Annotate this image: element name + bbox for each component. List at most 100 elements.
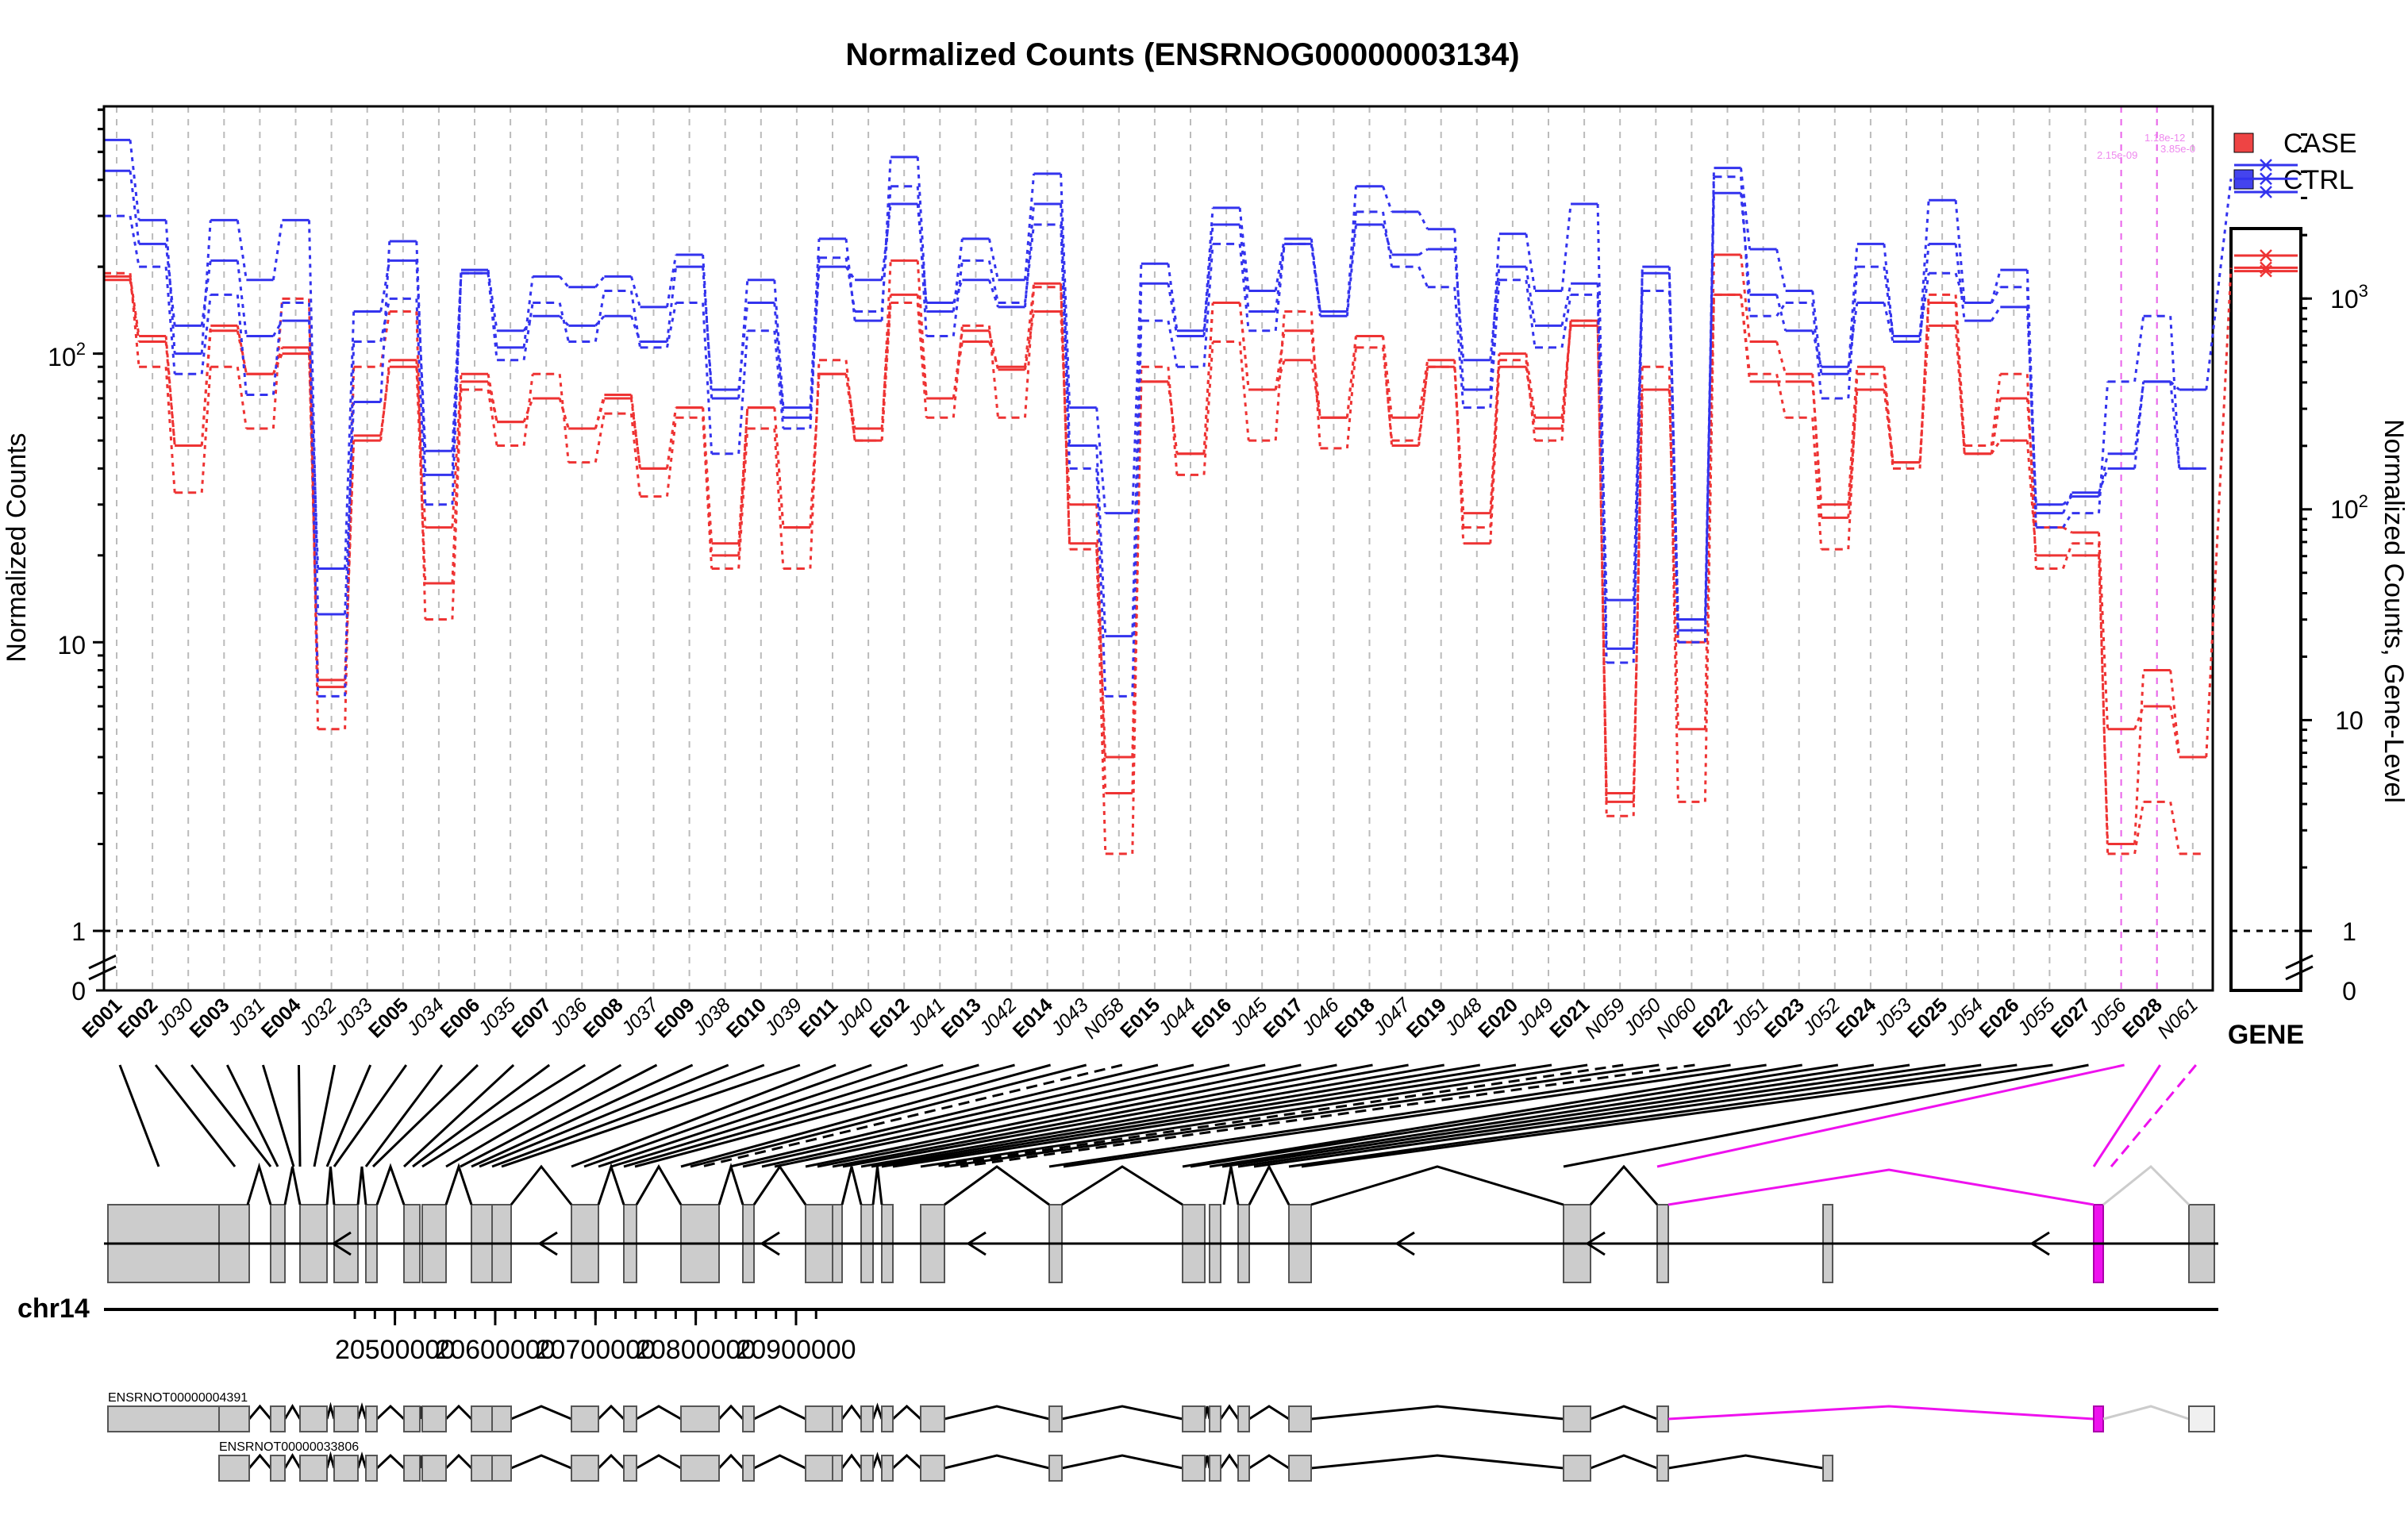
ctrl-connector-e002-s1 (129, 171, 140, 244)
transcript-2-exon-1 (218, 1455, 250, 1482)
transcript-1-intron-2 (248, 1404, 272, 1420)
pvalue-annotation-1: 1.18e-12 (2145, 132, 2185, 144)
gene-link-case (2205, 267, 2233, 758)
ctrl-connector-j047-s3 (1382, 211, 1394, 267)
case-connector-j037-s2 (629, 394, 641, 469)
gene-level-marker-ctrl-s2 (2260, 172, 2272, 186)
connector-e010 (491, 1063, 765, 1168)
connector-j043 (690, 1063, 1087, 1168)
feature-label-e004: E004 (257, 994, 306, 1042)
feature-gridlines (116, 106, 2194, 990)
connector-n061 (2110, 1064, 2197, 1167)
feature-label-j042: J042 (975, 994, 1021, 1040)
ctrl-connector-e020-s3 (1489, 279, 1501, 408)
ctrl-connector-j039-s1 (773, 302, 785, 418)
case-connector-n058-s3 (1095, 549, 1107, 854)
ctrl-connector-j035-s3 (487, 273, 498, 360)
feature-labels: E001E002J030E003J031E004J032J033E005J034… (78, 994, 2202, 1044)
ctrl-connector-e011-s3 (809, 257, 821, 429)
transcript-1-exon-24 (1288, 1405, 1312, 1432)
intron-light (2102, 1164, 2191, 1206)
connector-e012 (598, 1063, 908, 1168)
connector-e005 (333, 1064, 408, 1167)
connector-e007 (412, 1063, 551, 1168)
case-connector-e015-s1 (1131, 381, 1143, 758)
ctrl-connector-j051-s3 (1740, 176, 1752, 317)
transcript-1-intron-14 (753, 1405, 806, 1421)
ctrl-connector-j050-s3 (1632, 290, 1644, 663)
feature-label-e011: E011 (794, 994, 842, 1041)
transcript-1-exon-22 (1209, 1405, 1221, 1432)
connector-j042 (634, 1063, 1015, 1168)
ctrl-connector-e026-s3 (1990, 286, 2002, 304)
ctrl-connector-j054-s1 (1954, 244, 1966, 321)
feature-label-e028: E028 (2118, 994, 2167, 1042)
ctrl-connector-n061-s1 (2169, 380, 2180, 391)
connector-e024 (1209, 1063, 1875, 1168)
connector-e006 (371, 1063, 479, 1168)
y-tick-label-exponent: 2 (76, 339, 86, 359)
transcript-1-exon-1 (107, 1405, 220, 1432)
case-connector-j052-s1 (1811, 381, 1823, 505)
ctrl-connector-j053-s3 (1883, 266, 1894, 336)
feature-label-e014: E014 (1009, 994, 1057, 1042)
transcript-2-intron-1 (248, 1453, 272, 1469)
connector-n060 (960, 1063, 1695, 1168)
ctrl-connector-e026-s1 (1990, 306, 2002, 321)
legend-label-case: CASE (2283, 129, 2357, 159)
connector-j052 (1190, 1063, 1839, 1168)
transcript-2-intron-2 (283, 1453, 302, 1469)
transcript-1-exon-18 (881, 1405, 894, 1432)
connector-j056 (1656, 1063, 2125, 1168)
transcript-1-intron-3 (283, 1404, 302, 1420)
ctrl-connector-e020-s1 (1489, 266, 1501, 360)
case-connector-e021-s3 (1560, 321, 1572, 441)
legend: CASE CTRL (2233, 129, 2357, 195)
ctrl-connector-e017-s2 (1274, 238, 1286, 291)
case-connector-j048-s3 (1453, 367, 1465, 528)
feature-label-j033: J033 (330, 994, 377, 1040)
strand-arrow-e (1394, 1231, 1415, 1256)
case-connector-e002-s1 (129, 279, 140, 342)
case-connector-e014-s3 (1024, 286, 1036, 418)
ctrl-connector-n058-s2 (1095, 407, 1107, 513)
y-tick-label-3: 102 (48, 339, 86, 371)
chart-title: Normalized Counts (ENSRNOG00000003134) (845, 37, 1519, 72)
case-connector-e010-s2 (737, 407, 749, 556)
feature-label-e018: E018 (1331, 994, 1379, 1042)
case-connector-e010-s3 (737, 428, 749, 569)
feature-label-j049: J049 (1511, 994, 1558, 1040)
intron-5 (375, 1163, 406, 1205)
ctrl-connector-e026-s2 (1990, 269, 2002, 303)
case-connector-e023-s2 (1775, 341, 1787, 375)
case-connector-e024-s3 (1847, 374, 1859, 550)
transcript-1-exon-13 (680, 1405, 720, 1432)
ctrl-connector-j055-s1 (2025, 306, 2037, 505)
y-tick-label-0: 0 (71, 977, 86, 1005)
case-connector-j030-s2 (164, 336, 176, 446)
ctrl-connector-e022-s2 (1703, 167, 1715, 631)
ctrl-connector-j051-s1 (1740, 193, 1752, 295)
feature-label-j036: J036 (545, 994, 592, 1040)
ctrl-connector-j045-s3 (1238, 244, 1250, 331)
feature-label-e005: E005 (364, 994, 413, 1042)
transcript-2-exon-19 (1048, 1455, 1063, 1482)
feature-label-j052: J052 (1798, 994, 1844, 1040)
feature-label-n060: N060 (1652, 994, 1702, 1043)
connector-e008 (445, 1063, 622, 1168)
feature-label-e010: E010 (722, 994, 771, 1042)
transcript-2-exon-26 (1822, 1455, 1833, 1482)
connector-j046 (817, 1063, 1337, 1168)
transcript-1-intron-17 (871, 1402, 883, 1420)
case-connector-n061-s3 (2169, 802, 2181, 855)
feature-label-e017: E017 (1259, 994, 1307, 1042)
transcript-1-intron-22 (1219, 1404, 1240, 1420)
transcript-2-intron-23 (1310, 1454, 1564, 1470)
connector-e017 (805, 1063, 1302, 1168)
transcript-2-intron-5 (375, 1453, 406, 1470)
transcript-1-intron-16 (840, 1404, 863, 1420)
transcript-2-exon-15 (832, 1455, 843, 1482)
ctrl-connector-n059-s3 (1596, 294, 1608, 663)
transcript-1-exon-5 (333, 1405, 359, 1432)
feature-label-e026: E026 (1975, 994, 2023, 1042)
